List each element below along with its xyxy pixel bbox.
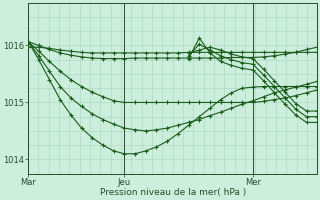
X-axis label: Pression niveau de la mer( hPa ): Pression niveau de la mer( hPa )	[100, 188, 246, 197]
